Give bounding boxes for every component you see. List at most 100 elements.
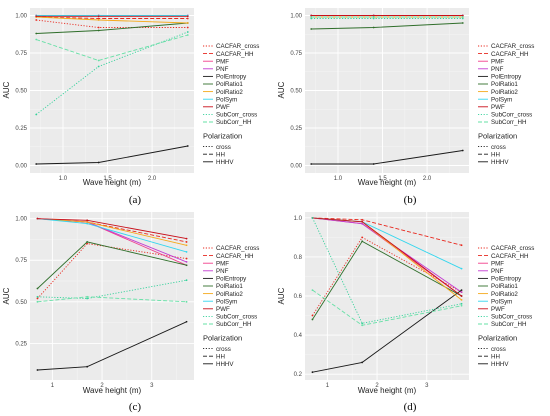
legend-label: SubCorr_HH: [491, 321, 526, 328]
legend-label: CACFAR_cross: [491, 245, 534, 252]
data-point-PolRatio1: [35, 32, 38, 35]
series-group: [36, 217, 188, 371]
legend-label: PolRatio2: [491, 89, 518, 96]
data-point-PWF: [460, 295, 463, 297]
x-tick-label: 2.0: [148, 176, 157, 182]
chart-panel: 0.2 0.4 0.6 0.8 1.0 1 2 3 Wave height (m) AUC CACF…: [277, 212, 534, 413]
legend-label: SubCorr_cross: [491, 112, 532, 119]
data-point-PolRatio2: [185, 244, 188, 247]
y-tick-label: 0.25: [15, 341, 27, 347]
data-point-CACFAR_cross: [311, 314, 314, 317]
data-point-PolRatio2: [86, 221, 89, 223]
data-point-PWF: [186, 15, 189, 18]
legend-label: PWF: [491, 104, 505, 111]
legend-label: PolRatio2: [216, 89, 243, 96]
data-point-SubCorr_cross: [311, 216, 314, 219]
data-point-PNF: [185, 261, 188, 263]
data-point-PolRatio1: [372, 26, 375, 29]
legend-label: PNF: [216, 66, 229, 73]
data-point-PWF: [361, 220, 364, 223]
legend-label: PolEntropy: [491, 74, 522, 81]
data-point-PolRatio1: [97, 29, 100, 32]
data-point-PWF: [86, 219, 89, 222]
data-point-PNF: [361, 222, 364, 225]
y-tick-label: 0.50: [15, 89, 27, 95]
data-point-SubCorr_HH: [35, 38, 38, 41]
y-tick-label: 0.75: [15, 258, 27, 264]
legend-label: SubCorr_HH: [216, 321, 251, 328]
data-point-CACFAR_HH: [186, 17, 189, 20]
legend-label: HH: [491, 151, 500, 158]
legend-label: PMF: [216, 260, 229, 267]
y-tick-label: 0.50: [15, 300, 27, 306]
data-point-PolEntropy: [186, 145, 189, 147]
series-group: [311, 216, 463, 374]
data-point-SubCorr_cross: [361, 322, 364, 325]
legend-label: CACFAR_HH: [216, 253, 253, 260]
data-point-SubCorr_HH: [361, 324, 364, 327]
legend-label: PolRatio2: [491, 291, 518, 298]
data-point-SubCorr_cross: [186, 31, 189, 33]
y-axis-title: AUC: [277, 287, 286, 304]
x-tick-label: 1.0: [334, 176, 343, 182]
y-tick-label: 1.00: [15, 14, 27, 20]
data-point-PolEntropy: [86, 365, 89, 368]
data-point-SubCorr_HH: [372, 16, 375, 18]
y-tick-label: 0.75: [290, 51, 302, 57]
data-point-PolRatio1: [310, 28, 313, 30]
legend-label: PolRatio1: [216, 283, 243, 290]
y-axis-title: AUC: [2, 287, 11, 304]
data-point-PolSym: [86, 222, 89, 225]
legend-label: PolEntropy: [491, 276, 522, 283]
data-point-CACFAR_HH: [361, 218, 364, 221]
data-point-PWF: [461, 14, 464, 17]
data-point-SubCorr_cross: [36, 295, 39, 298]
legend-label: CACFAR_HH: [216, 51, 253, 58]
legend-label: PolRatio1: [491, 81, 518, 88]
x-tick-label: 1: [326, 383, 330, 389]
series-line-CACFAR_cross: [37, 243, 187, 299]
legend-label: PolSym: [216, 298, 237, 305]
data-point-SubCorr_cross: [35, 113, 38, 116]
data-point-PWF: [185, 237, 188, 240]
x-tick-label: 2: [100, 383, 104, 389]
chart-panel: 0.25 0.50 0.75 1.00 1 2 3 Wave height (m) AUC CAC…: [2, 212, 259, 413]
data-point-CACFAR_cross: [97, 26, 100, 29]
y-tick-label: 0.00: [15, 164, 27, 170]
y-tick-label: 0.25: [290, 126, 302, 132]
legend-label: PNF: [491, 66, 504, 73]
legend-label: HHHV: [491, 361, 509, 368]
panel-label: (a): [129, 194, 142, 206]
legend: CACFAR_crossCACFAR_HHPMFPNFPolEntropyPol…: [478, 245, 534, 368]
data-point-CACFAR_cross: [35, 19, 38, 21]
legend-label: HHHV: [216, 361, 234, 368]
data-point-SubCorr_cross: [97, 65, 100, 68]
data-point-PolRatio1: [311, 318, 314, 321]
legend-label: CACFAR_cross: [491, 43, 534, 50]
data-point-SubCorr_HH: [186, 34, 189, 36]
panel-label: (c): [129, 401, 142, 413]
legend-label: PolSym: [216, 96, 237, 103]
legend-label: CACFAR_HH: [491, 51, 528, 58]
legend-label: PWF: [216, 306, 230, 313]
legend-title-polarization: Polarization: [478, 334, 517, 343]
data-point-PolRatio2: [460, 299, 463, 301]
legend-label: cross: [491, 346, 506, 353]
legend-label: PolRatio1: [216, 81, 243, 88]
legend: CACFAR_crossCACFAR_HHPMFPNFPolEntropyPol…: [478, 43, 534, 166]
data-point-PWF: [372, 14, 375, 17]
y-tick-label: 0.75: [15, 51, 27, 57]
x-axis-title: Wave height (m): [358, 178, 417, 187]
legend-label: HH: [216, 151, 225, 158]
data-point-SubCorr_cross: [185, 279, 188, 282]
legend: CACFAR_crossCACFAR_HHPMFPNFPolEntropyPol…: [203, 43, 259, 166]
data-point-PolEntropy: [35, 163, 38, 165]
data-point-PWF: [36, 217, 39, 220]
x-axis-title: Wave height (m): [83, 178, 142, 187]
y-tick-label: 0.8: [294, 255, 303, 261]
data-point-PolEntropy: [372, 163, 375, 165]
data-point-PolEntropy: [36, 369, 39, 371]
data-point-PolEntropy: [310, 163, 313, 165]
legend: CACFAR_crossCACFAR_HHPMFPNFPolEntropyPol…: [203, 245, 259, 368]
